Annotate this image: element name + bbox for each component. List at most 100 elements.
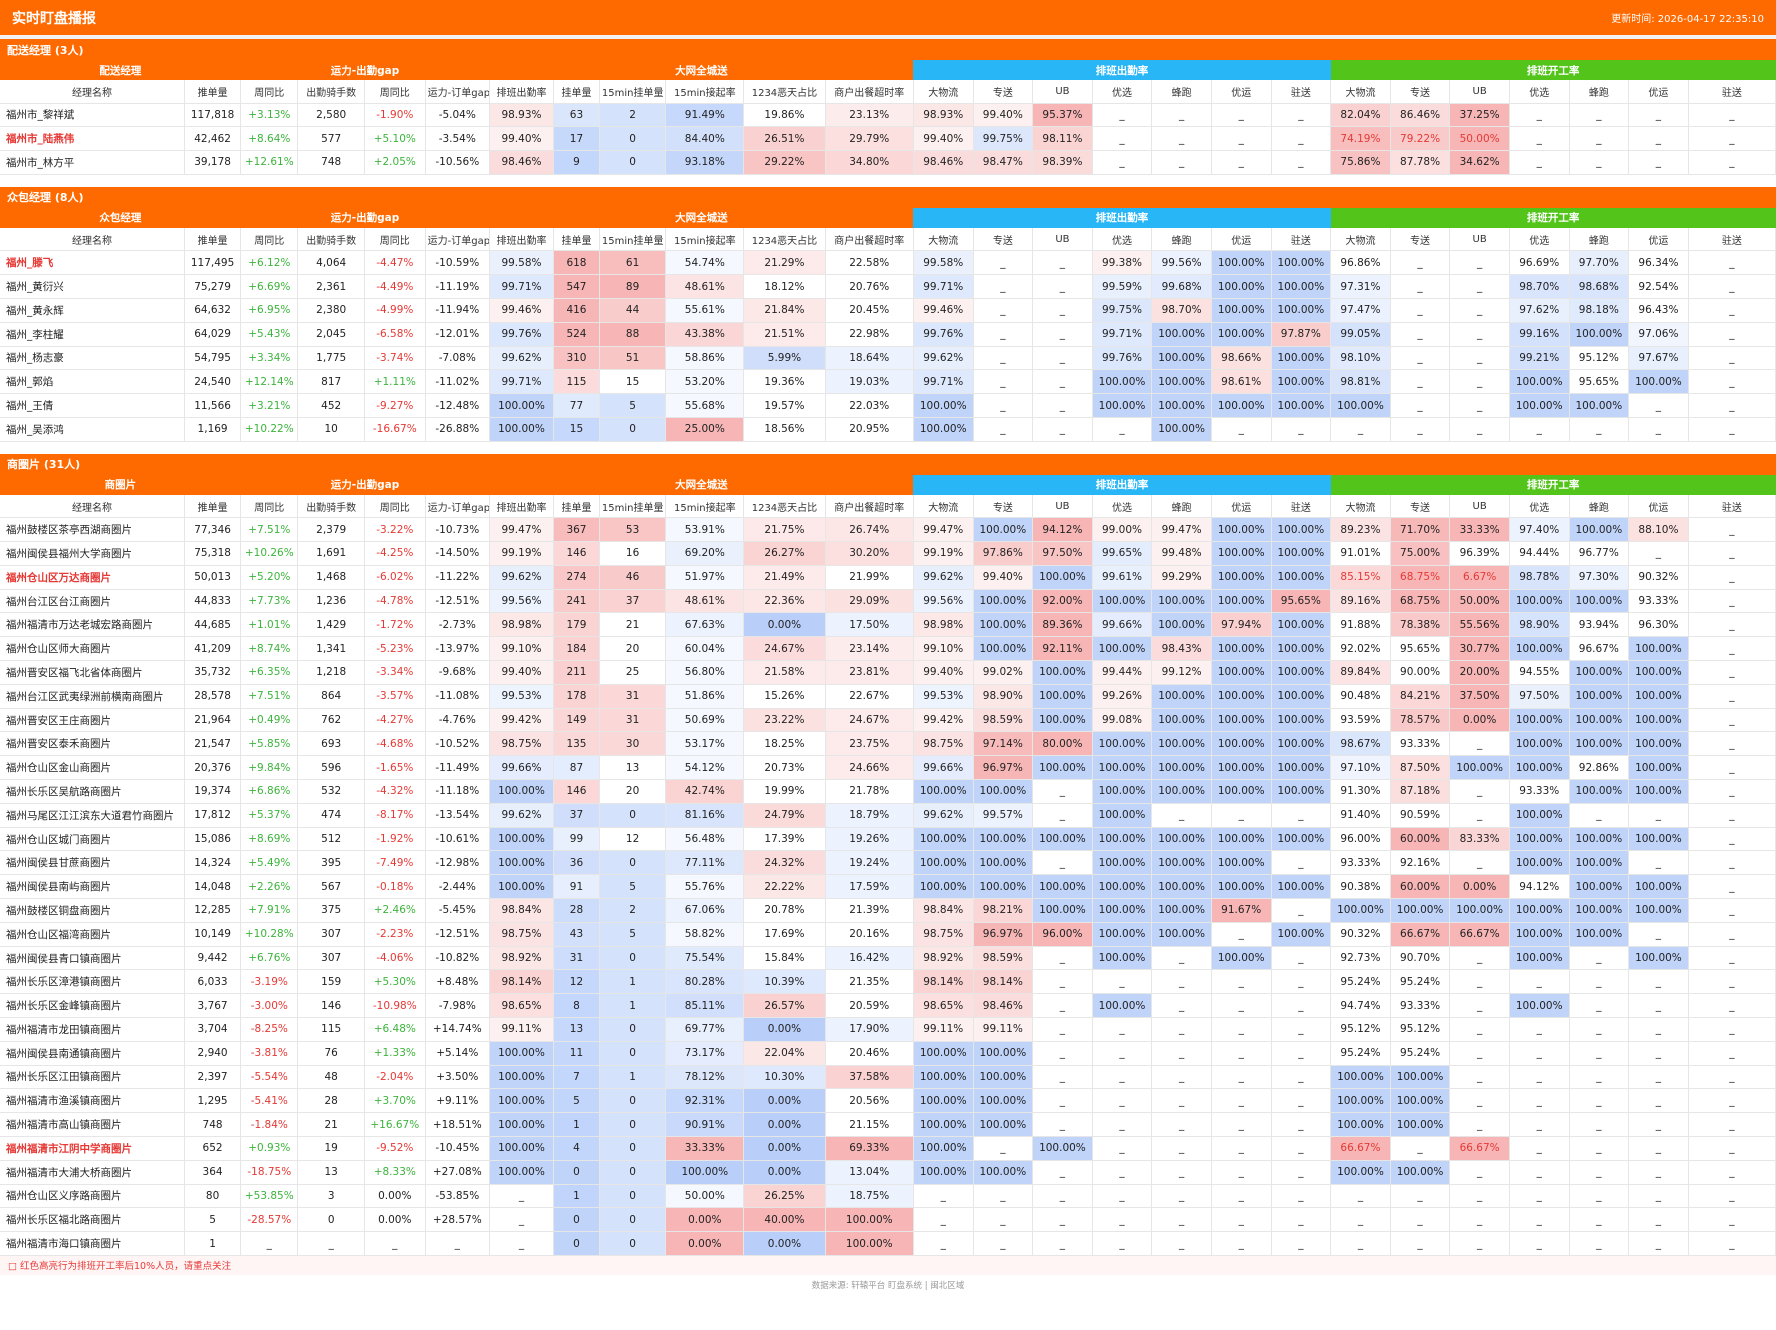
column-header[interactable]: 专送 — [1390, 80, 1451, 104]
column-header[interactable]: 运力-订单gap — [425, 80, 490, 104]
column-header[interactable]: 1234恶天占比 — [743, 80, 826, 104]
column-header[interactable]: 优运 — [1211, 227, 1272, 252]
table-row[interactable]: 福州闽侯县南屿商圈片 14,048 +2.26% 567 -0.18% -2.44% 100… — [0, 874, 1776, 900]
column-header[interactable]: 1234恶天占比 — [743, 494, 826, 519]
table-row[interactable]: 福州福清市渔溪镇商圈片 1,295 -5.41% 28 +3.70% +9.11% 100.… — [0, 1088, 1776, 1114]
column-header[interactable]: 周同比 — [240, 227, 299, 252]
table-row[interactable]: 福州晋安区福飞北省体商圈片 35,732 +6.35% 1,218 -3.34% -9.6… — [0, 660, 1776, 685]
column-header[interactable]: 专送 — [973, 227, 1034, 252]
table-row[interactable]: 福州_杨志豪 54,795 +3.34% 1,775 -3.74% -7.08% 99.62… — [0, 346, 1776, 371]
column-header[interactable]: 排班出勤率 — [489, 494, 555, 519]
column-header[interactable]: 优选 — [1092, 227, 1153, 252]
table-row[interactable]: 福州仓山区师大商圈片 41,209 +8.74% 1,341 -5.23% -13.97%… — [0, 636, 1776, 662]
column-header[interactable]: 周同比 — [240, 80, 299, 104]
table-row[interactable]: 福州_李柱耀 64,029 +5.43% 2,045 -6.58% -12.01% 99.7… — [0, 322, 1776, 347]
column-header[interactable]: 15min挂单量 — [599, 80, 667, 104]
column-header[interactable]: UB — [1449, 227, 1510, 252]
column-header[interactable]: 蜂跑 — [1151, 80, 1212, 104]
column-header[interactable]: 商户出餐超时率 — [825, 80, 914, 104]
table-row[interactable]: 福州鼓楼区铜盘商圈片 12,285 +7.91% 375 +2.46% -5.45% 98.… — [0, 898, 1776, 923]
column-header[interactable]: 15min挂单量 — [599, 494, 667, 519]
column-header[interactable]: 蜂跑 — [1569, 227, 1630, 252]
table-row[interactable]: 福州仓山区城门商圈片 15,086 +8.69% 512 -1.92% -10.61% 10… — [0, 827, 1776, 852]
column-header[interactable]: UB — [1449, 494, 1510, 519]
table-row[interactable]: 福州闽侯县甘蔗商圈片 14,324 +5.49% 395 -7.49% -12.98% 10… — [0, 850, 1776, 876]
column-header[interactable]: 专送 — [973, 494, 1034, 519]
column-header[interactable]: 运力-订单gap — [425, 494, 490, 519]
table-row[interactable]: 福州台江区武夷绿洲前横南商圈片 28,578 +7.51% 864 -3.57% -11.… — [0, 684, 1776, 709]
table-row[interactable]: 福州马尾区江江滨东大道君竹商圈片 17,812 +5.37% 474 -8.17% -13… — [0, 803, 1776, 828]
column-header[interactable]: 大物流 — [1330, 80, 1391, 104]
column-header[interactable]: 专送 — [1390, 494, 1451, 519]
table-row[interactable]: 福州长乐区吴航路商圈片 19,374 +6.86% 532 -4.32% -11.18% 1… — [0, 779, 1776, 804]
column-header[interactable]: 推单量 — [184, 80, 242, 104]
column-header[interactable]: 排班出勤率 — [489, 227, 555, 252]
table-row[interactable]: 福州福清市江阴中学商圈片 652 +0.93% 19 -9.52% -10.45% 100.… — [0, 1136, 1776, 1161]
table-row[interactable]: 福州闽侯县南通镇商圈片 2,940 -3.81% 76 +1.33% +5.14% 100.… — [0, 1041, 1776, 1066]
column-header[interactable]: 蜂跑 — [1151, 227, 1212, 252]
column-header[interactable]: 大物流 — [1330, 227, 1391, 252]
column-header[interactable]: 蜂跑 — [1151, 494, 1212, 519]
column-header[interactable]: UB — [1032, 227, 1093, 252]
table-row[interactable]: 福州福清市高山镇商圈片 748 -1.84% 21 +16.67% +18.51% 100.… — [0, 1112, 1776, 1137]
table-row[interactable]: 福州_王倩 11,566 +3.21% 452 -9.27% -12.48% 100.00%… — [0, 393, 1776, 418]
column-header[interactable]: 出勤骑手数 — [297, 80, 365, 104]
column-header[interactable]: 15min接起率 — [665, 494, 745, 519]
column-header[interactable]: 驻送 — [1271, 80, 1332, 104]
column-header[interactable]: 优选 — [1509, 80, 1570, 104]
table-row[interactable]: 福州台江区台江商圈片 44,833 +7.73% 1,236 -4.78% -12.51%… — [0, 589, 1776, 614]
table-row[interactable]: 福州仓山区金山商圈片 20,376 +9.84% 596 -1.65% -11.49% 99… — [0, 755, 1776, 781]
column-header[interactable]: 周同比 — [364, 494, 426, 519]
table-row[interactable]: 福州闽侯县青口镇商圈片 9,442 +6.76% 307 -4.06% -10.82% 98… — [0, 946, 1776, 971]
column-header[interactable]: 周同比 — [364, 80, 426, 104]
column-header[interactable]: 驻送 — [1271, 227, 1332, 252]
table-row[interactable]: 福州仓山区福湾商圈片 10,149 +10.28% 307 -2.23% -12.51% 9… — [0, 922, 1776, 947]
column-header[interactable]: 专送 — [973, 80, 1034, 104]
column-header[interactable]: 大物流 — [913, 80, 974, 104]
table-row[interactable]: 福州仓山区万达商圈片 50,013 +5.20% 1,468 -6.02% -11.22%… — [0, 565, 1776, 590]
column-header[interactable]: 商户出餐超时率 — [825, 494, 914, 519]
table-row[interactable]: 福州闽侯县福州大学商圈片 75,318 +10.26% 1,691 -4.25% -14.… — [0, 541, 1776, 566]
column-header[interactable]: 优选 — [1509, 227, 1570, 252]
column-header[interactable]: UB — [1449, 80, 1510, 104]
column-header[interactable]: 15min接起率 — [665, 80, 745, 104]
column-header[interactable]: 驻送 — [1271, 494, 1332, 519]
column-header[interactable]: 排班出勤率 — [489, 80, 555, 104]
table-row[interactable]: 福州_黄永辉 64,632 +6.95% 2,380 -4.99% -11.94% 99.4… — [0, 298, 1776, 323]
table-row[interactable]: 福州长乐区金峰镇商圈片 3,767 -3.00% 146 -10.98% -7.98% 98… — [0, 993, 1776, 1018]
table-row[interactable]: 福州福清市大浦大桥商圈片 364 -18.75% 13 +8.33% +27.08% 100… — [0, 1160, 1776, 1185]
column-header[interactable]: 优运 — [1211, 80, 1272, 104]
column-header[interactable]: 大物流 — [913, 227, 974, 252]
table-row[interactable]: 福州长乐区漳港镇商圈片 6,033 -3.19% 159 +5.30% +8.48% 98.… — [0, 969, 1776, 995]
table-row[interactable]: 福州市_陆燕伟 42,462 +8.64% 577 +5.10% -3.54% 99.40%… — [0, 126, 1776, 152]
column-header[interactable]: 挂单量 — [553, 80, 600, 104]
column-header[interactable]: UB — [1032, 80, 1093, 104]
column-header[interactable]: 出勤骑手数 — [297, 227, 365, 252]
column-header[interactable]: 大物流 — [1330, 494, 1391, 519]
table-row[interactable]: 福州晋安区泰禾商圈片 21,547 +5.85% 693 -4.68% -10.52% 98… — [0, 731, 1776, 757]
column-header[interactable]: 出勤骑手数 — [297, 494, 365, 519]
column-header[interactable]: 周同比 — [240, 494, 299, 519]
column-header[interactable]: 挂单量 — [553, 494, 600, 519]
column-header[interactable]: 驻送 — [1688, 80, 1776, 104]
column-header[interactable]: 15min挂单量 — [599, 227, 667, 252]
table-row[interactable]: 福州仓山区义序路商圈片 80 +53.85% 3 0.00% -53.85% _ 1 0 50.0… — [0, 1184, 1776, 1209]
column-header[interactable]: 运力-订单gap — [425, 227, 490, 252]
column-header[interactable]: 15min接起率 — [665, 227, 745, 252]
column-header[interactable]: 经理名称 — [0, 494, 185, 519]
column-header[interactable]: 大物流 — [913, 494, 974, 519]
table-row[interactable]: 福州_黄衍兴 75,279 +6.69% 2,361 -4.49% -11.19% 99.7… — [0, 274, 1776, 299]
column-header[interactable]: 商户出餐超时率 — [825, 227, 914, 252]
column-header[interactable]: 经理名称 — [0, 227, 185, 252]
column-header[interactable]: 优选 — [1092, 494, 1153, 519]
table-row[interactable]: 福州福清市海口镇商圈片 1 _ _ _ _ _ 0 0 0.00% 0.00% 100.00% _ _ _ _… — [0, 1231, 1776, 1256]
column-header[interactable]: 蜂跑 — [1569, 80, 1630, 104]
table-row[interactable]: 福州福清市万达老城宏路商圈片 44,685 +1.01% 1,429 -1.72% -2.… — [0, 612, 1776, 638]
table-row[interactable]: 福州市_林方平 39,178 +12.61% 748 +2.05% -10.56% 98.4… — [0, 150, 1776, 175]
table-row[interactable]: 福州晋安区王庄商圈片 21,964 +0.49% 762 -4.27% -4.76% 99.… — [0, 708, 1776, 733]
column-header[interactable]: 1234恶天占比 — [743, 227, 826, 252]
table-row[interactable]: 福州_吴添鸿 1,169 +10.22% 10 -16.67% -26.88% 100.00… — [0, 417, 1776, 442]
table-row[interactable]: 福州_郭焰 24,540 +12.14% 817 +1.11% -11.02% 99.71%… — [0, 369, 1776, 395]
column-header[interactable]: 驻送 — [1688, 227, 1776, 252]
column-header[interactable]: 经理名称 — [0, 80, 185, 104]
